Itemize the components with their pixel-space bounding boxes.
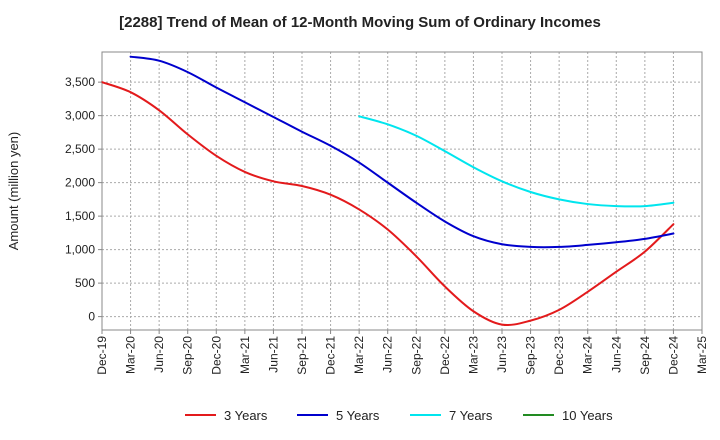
- plot-frame: [101, 51, 703, 331]
- x-tick-label: Sep-20: [181, 336, 195, 375]
- x-tick-label: Mar-20: [124, 336, 138, 374]
- x-tick-label: Dec-22: [438, 336, 452, 375]
- x-tick-label: Dec-20: [209, 336, 223, 375]
- x-tick-label: Sep-23: [524, 336, 538, 375]
- x-tick-label: Jun-21: [266, 336, 280, 373]
- x-tick-label: Dec-23: [552, 336, 566, 375]
- x-tick-label: Sep-24: [638, 336, 652, 375]
- y-tick-label: 3,000: [65, 109, 95, 123]
- y-axis-ticks: 0 500 1,000 1,500 2,000 2,500 3,000 3,500: [65, 75, 102, 324]
- x-tick-label: Jun-24: [609, 336, 623, 373]
- legend-label-7-years: 7 Years: [449, 408, 493, 423]
- series-line-3-years: [101, 81, 675, 327]
- x-tick-label: Dec-21: [324, 336, 338, 375]
- x-tick-label: Mar-25: [695, 336, 709, 374]
- legend: 3 Years 5 Years 7 Years 10 Years: [185, 408, 613, 423]
- legend-label-3-years: 3 Years: [224, 408, 268, 423]
- x-tick-label: Sep-21: [295, 336, 309, 375]
- y-tick-label: 2,500: [65, 142, 95, 156]
- x-tick-label: Dec-24: [666, 336, 680, 375]
- y-tick-label: 2,000: [65, 176, 95, 190]
- y-tick-label: 1,000: [65, 243, 95, 257]
- series-line-5-years: [129, 55, 675, 249]
- y-tick-label: 3,500: [65, 75, 95, 89]
- grid-lines: [101, 52, 703, 330]
- x-tick-label: Sep-22: [409, 336, 423, 375]
- x-tick-label: Dec-19: [95, 336, 109, 375]
- x-tick-label: Mar-24: [581, 336, 595, 374]
- y-tick-label: 500: [75, 276, 95, 290]
- x-tick-label: Mar-22: [352, 336, 366, 374]
- legend-label-10-years: 10 Years: [562, 408, 613, 423]
- x-axis-ticks: Dec-19 Mar-20 Jun-20 Sep-20 Dec-20 Mar-21 Jun-…: [95, 330, 709, 375]
- y-tick-label: 0: [88, 310, 95, 324]
- x-tick-label: Mar-23: [466, 336, 480, 374]
- x-tick-label: Jun-23: [495, 336, 509, 373]
- y-axis-title: Amount (million yen): [6, 132, 21, 251]
- series-line-7-years: [358, 115, 675, 208]
- x-tick-label: Jun-22: [381, 336, 395, 373]
- y-tick-label: 1,500: [65, 209, 95, 223]
- chart-title: [2288] Trend of Mean of 12-Month Moving …: [119, 14, 601, 31]
- x-tick-label: Mar-21: [238, 336, 252, 374]
- legend-label-5-years: 5 Years: [336, 408, 380, 423]
- series-lines: [101, 55, 675, 327]
- x-tick-label: Jun-20: [152, 336, 166, 373]
